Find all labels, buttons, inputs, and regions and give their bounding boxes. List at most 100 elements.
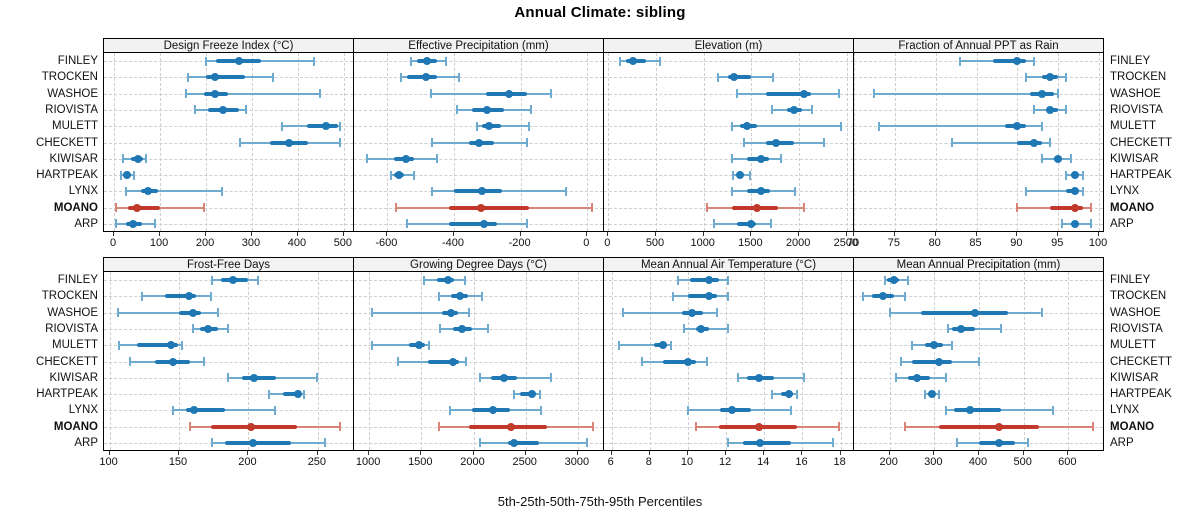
whisker-cap-high <box>1069 154 1072 164</box>
whisker-cap-high <box>1089 203 1092 213</box>
whisker-cap-high <box>944 373 947 383</box>
median-dot-hartpeak <box>928 390 937 399</box>
whisker-cap-low <box>713 219 716 229</box>
median-dot-moano <box>133 203 142 212</box>
gridline-horizontal <box>354 77 603 79</box>
whisker-cap-low <box>431 186 434 196</box>
median-dot-moano <box>754 422 763 431</box>
median-dot-trocken <box>1046 73 1055 82</box>
gridline-horizontal <box>604 109 853 111</box>
whisker-cap-low <box>397 357 400 366</box>
panel-strip-effective-precipitation-mm: Effective Precipitation (mm) <box>353 38 604 53</box>
whisker-cap-low <box>371 340 374 350</box>
median-dot-finley <box>235 57 244 66</box>
site-label-left-lynx: LYNX <box>68 185 98 198</box>
whisker-cap-high <box>838 89 841 99</box>
whisker-cap-low <box>1032 105 1035 115</box>
whisker-cap-high <box>840 121 843 131</box>
interval-whisker-mulett <box>619 344 671 347</box>
axis-tick-label: 2500 <box>512 456 537 468</box>
whisker-cap-high <box>549 373 552 383</box>
whisker-cap-high <box>303 389 305 399</box>
gridline-horizontal <box>604 61 853 63</box>
site-label-left-kiwisar: KIWISAR <box>49 371 98 384</box>
whisker-cap-high <box>318 89 321 99</box>
median-dot-arp <box>510 438 519 447</box>
median-dot-hartpeak <box>395 171 403 180</box>
axis-tick-mark <box>1067 451 1069 455</box>
whisker-cap-low <box>191 324 194 334</box>
median-dot-arp <box>129 219 138 228</box>
whisker-cap-high <box>145 154 148 164</box>
whisker-cap-low <box>399 72 402 82</box>
axis-tick-label: 1500 <box>408 456 433 468</box>
median-dot-riovista <box>458 324 467 333</box>
whisker-cap-low <box>770 389 773 399</box>
whisker-cap-low <box>736 373 739 383</box>
axis-tick-mark <box>750 232 752 236</box>
axis-tick-label: 18 <box>833 456 846 468</box>
interval-whisker-checkett <box>952 141 1051 144</box>
whisker-cap-low <box>439 324 442 334</box>
site-label-right-arp: ARP <box>1110 217 1134 230</box>
page-title: Annual Climate: sibling <box>514 4 686 21</box>
site-label-left-trocken: TROCKEN <box>41 71 98 84</box>
site-label-right-kiwisar: KIWISAR <box>1110 152 1159 165</box>
axis-tick-label: 2500 <box>833 237 859 249</box>
median-dot-riovista <box>697 324 706 333</box>
axis-tick-label: 200 <box>238 456 257 468</box>
interval-iqr-mulett <box>137 343 178 348</box>
site-label-right-checkett: CHECKETT <box>1110 355 1172 368</box>
interval-iqr-hartpeak <box>283 392 302 397</box>
axis-tick-mark <box>763 451 765 455</box>
axis-tick-mark <box>978 451 979 455</box>
gridline-horizontal <box>854 280 1103 282</box>
median-dot-arp <box>480 219 488 228</box>
axis-tick-label: 10 <box>680 456 694 468</box>
whisker-cap-low <box>877 121 880 131</box>
site-label-left-riovista: RIOVISTA <box>45 322 98 335</box>
gridline-vertical <box>317 272 319 450</box>
gridline-horizontal <box>604 345 853 347</box>
site-label-left-moano: MOANO <box>53 201 98 214</box>
median-dot-checkett <box>448 357 457 366</box>
axis-tick-label: 400 <box>287 237 307 249</box>
whisker-cap-high <box>904 291 907 301</box>
axis-tick-label: -400 <box>441 237 465 249</box>
whisker-cap-low <box>431 138 434 147</box>
interval-iqr-arp <box>449 221 498 226</box>
median-dot-lynx <box>966 406 975 415</box>
whisker-cap-low <box>116 308 119 318</box>
axis-tick-mark <box>686 451 688 455</box>
gridline-vertical <box>525 272 527 450</box>
median-dot-trocken <box>211 73 220 82</box>
site-label-left-checkett: CHECKETT <box>36 355 98 368</box>
median-dot-riovista <box>204 324 213 333</box>
axis-tick-label: 14 <box>757 456 770 468</box>
whisker-cap-low <box>683 324 686 334</box>
panel-strip-mean-annual-air-temperature-c: Mean Annual Air Temperature (°C) <box>603 257 854 272</box>
whisker-cap-low <box>406 219 409 229</box>
axis-tick-label: -600 <box>375 237 398 249</box>
whisker-cap-high <box>413 170 415 180</box>
axis-tick-mark <box>648 451 650 455</box>
whisker-cap-high <box>1081 170 1084 180</box>
axis-tick-mark <box>975 232 977 236</box>
interval-iqr-trocken <box>206 75 246 80</box>
axis-tick-label: 75 <box>887 237 900 249</box>
site-label-right-kiwisar: KIWISAR <box>1110 371 1159 384</box>
interval-iqr-moano <box>1050 205 1083 210</box>
gridline-vertical <box>608 53 610 231</box>
site-label-left-trocken: TROCKEN <box>41 290 98 303</box>
whisker-cap-high <box>245 105 248 115</box>
gridline-horizontal <box>354 345 603 347</box>
whisker-cap-high <box>1091 422 1094 432</box>
median-dot-hartpeak <box>735 171 744 180</box>
median-dot-checkett <box>683 357 692 366</box>
interval-iqr-finley <box>992 59 1026 64</box>
axis-tick-label: 500 <box>1013 456 1032 468</box>
whisker-cap-high <box>468 308 471 318</box>
whisker-cap-high <box>436 154 439 164</box>
axis-tick-label: 300 <box>241 237 261 249</box>
site-label-left-kiwisar: KIWISAR <box>49 152 98 165</box>
